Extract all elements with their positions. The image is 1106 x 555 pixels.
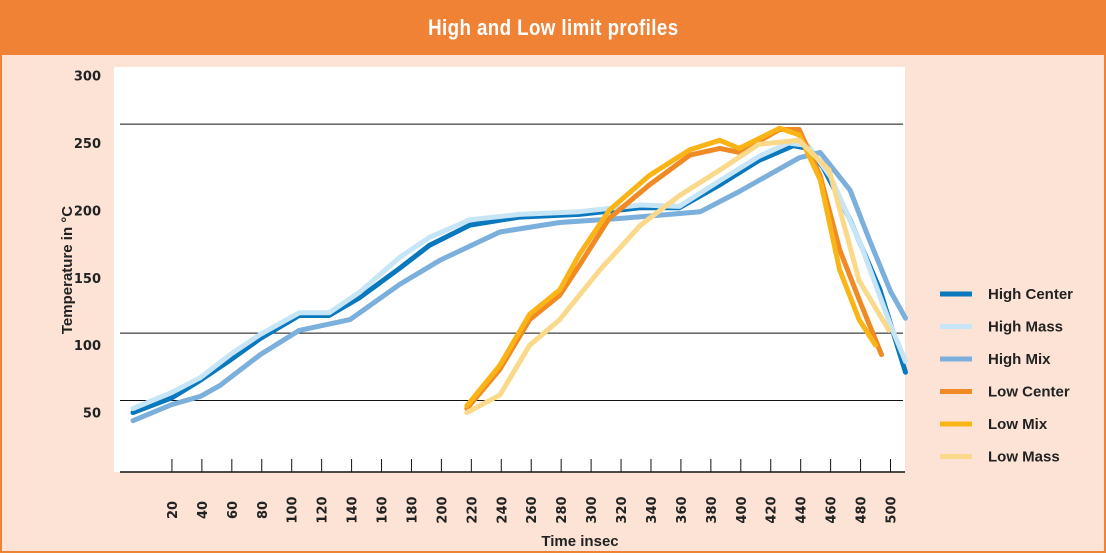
x-tick-label: 440 (795, 496, 810, 523)
x-tick-label: 400 (735, 496, 750, 523)
x-tick-label: 240 (495, 496, 510, 523)
title-bar: High and Low limit profiles (0, 0, 1106, 55)
legend-label: Low Mix (988, 416, 1048, 433)
y-tick-label: 150 (74, 272, 101, 287)
x-tick-label: 300 (585, 496, 600, 523)
y-tick-label: 250 (74, 137, 101, 152)
x-tick-label: 200 (435, 496, 450, 523)
legend-item: High Mass (940, 319, 1063, 336)
x-tick-label: 460 (825, 496, 840, 523)
x-tick-label: 380 (705, 496, 720, 523)
legend-label: High Mass (988, 319, 1063, 336)
x-tick-label: 280 (555, 496, 570, 523)
legend-label: Low Mass (988, 449, 1060, 466)
legend-item: Low Mix (940, 416, 1048, 433)
series-line-low-center (464, 127, 884, 412)
x-tick-label: 120 (316, 496, 331, 523)
x-tick-label: 60 (226, 501, 241, 519)
y-axis-label: Temperature in °C (59, 206, 76, 334)
y-tick-label: 200 (74, 204, 101, 219)
x-tick-label: 260 (525, 496, 540, 523)
x-tick-label: 140 (346, 496, 361, 523)
legend-item: High Center (940, 286, 1073, 303)
x-tick-label: 80 (256, 501, 271, 519)
legend-item: High Mix (940, 351, 1051, 368)
x-tick-label: 340 (645, 496, 660, 523)
legend-label: High Mix (988, 351, 1051, 368)
x-tick-label: 320 (615, 496, 630, 523)
series-line-low-mass (464, 137, 892, 416)
series-line-low-mix (464, 125, 878, 409)
x-tick-label: 500 (885, 496, 900, 523)
x-tick-label: 220 (465, 496, 480, 523)
legend-label: High Center (988, 286, 1073, 303)
legend-label: Low Center (988, 384, 1070, 401)
x-tick-label: 360 (675, 496, 690, 523)
x-tick-label: 480 (855, 496, 870, 523)
series-line-high-mix (130, 149, 908, 424)
chart-title: High and Low limit profiles (427, 14, 679, 40)
y-tick-label: 100 (74, 339, 101, 354)
x-tick-label: 20 (166, 501, 181, 519)
x-tick-label: 100 (286, 496, 301, 523)
x-tick-label: 420 (765, 496, 780, 523)
x-tick-label: 160 (376, 496, 391, 523)
legend-item: Low Center (940, 384, 1070, 401)
y-tick-label: 300 (74, 70, 101, 85)
legend-item: Low Mass (940, 449, 1060, 466)
y-tick-label: 50 (83, 407, 101, 422)
x-tick-label: 180 (405, 496, 420, 523)
x-axis-label: Time insec (541, 533, 618, 550)
x-tick-label: 40 (196, 501, 211, 519)
